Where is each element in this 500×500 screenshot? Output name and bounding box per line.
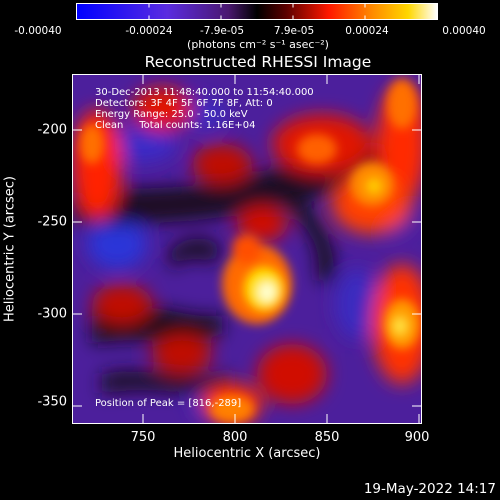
x-tick-label: 750 xyxy=(130,430,156,445)
colorbar-tick: 7.9e-05 xyxy=(273,25,315,37)
y-axis-label: Heliocentric Y (arcsec) xyxy=(2,176,18,322)
method-annotation: Clean Total counts: 1.16E+04 xyxy=(95,120,256,131)
plot-timestamp: 19-May-2022 14:17 xyxy=(363,481,496,497)
y-tick-label: -250 xyxy=(37,214,67,230)
time-range-annotation: 30-Dec-2013 11:48:40.000 to 11:54:40.000 xyxy=(95,87,314,98)
colorbar-tick: 0.00024 xyxy=(345,25,389,37)
colorbar-tick: 0.00040 xyxy=(442,25,486,37)
colorbar xyxy=(76,3,438,20)
x-tick-label: 800 xyxy=(222,430,248,445)
peak-position-annotation: Position of Peak = [816,-289] xyxy=(95,398,242,409)
colorbar-units: (photons cm⁻² s⁻¹ asec⁻²) xyxy=(187,38,329,51)
detectors-annotation: Detectors: 3F 4F 5F 6F 7F 8F, Att: 0 xyxy=(95,98,273,109)
energy-range-annotation: Energy Range: 25.0 - 50.0 keV xyxy=(95,109,248,120)
y-tick-label: -350 xyxy=(37,394,67,410)
colorbar-tick: -0.00040 xyxy=(14,25,62,37)
x-tick-label: 850 xyxy=(314,430,340,445)
y-tick-label: -200 xyxy=(37,122,67,138)
x-tick-label: 900 xyxy=(404,430,430,445)
colorbar-tick: -7.9e-05 xyxy=(199,25,245,37)
colorbar-tick: -0.00024 xyxy=(125,25,173,37)
rhessi-image xyxy=(72,74,422,424)
x-axis-label: Heliocentric X (arcsec) xyxy=(173,446,321,461)
y-tick-label: -300 xyxy=(37,306,67,322)
image-title: Reconstructed RHESSI Image xyxy=(144,53,372,71)
